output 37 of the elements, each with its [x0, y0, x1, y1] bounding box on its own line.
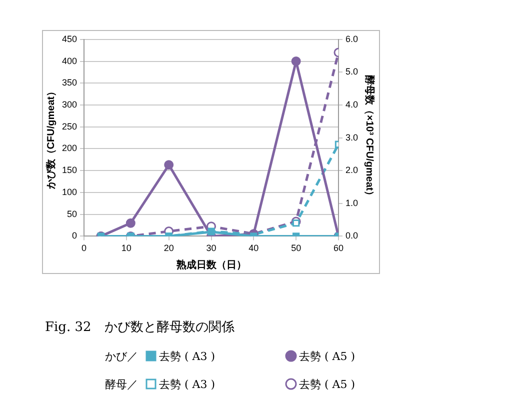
- y2-axis-title: 酵母数（×10³ CFU/gmeat）: [363, 74, 376, 201]
- point: [126, 218, 136, 228]
- legend-label: 去勢 ( A5 ): [299, 376, 356, 392]
- x-tick-label: 0: [82, 243, 87, 254]
- x-tick-label: 20: [164, 243, 174, 254]
- x-axis-title: 熟成日数（日）: [175, 258, 246, 271]
- x-tick-label: 60: [333, 243, 344, 254]
- y-tick-label: 350: [62, 78, 78, 88]
- y2-tick-label: 5.0: [345, 66, 358, 77]
- y-tick-label: 0: [72, 230, 78, 241]
- text: かび／: [105, 348, 139, 364]
- point: [291, 56, 301, 66]
- x-tick-label: 40: [248, 243, 259, 254]
- legend-label: 去勢 ( A3 ): [159, 348, 216, 364]
- x-tick-label: 30: [206, 243, 216, 254]
- y-tick-label: 450: [62, 34, 78, 44]
- y-tick-label: 150: [62, 165, 78, 176]
- y2-tick-label: 4.0: [345, 99, 358, 110]
- legend-label: 去勢 ( A3 ): [159, 376, 216, 392]
- y2-tick-label: 1.0: [345, 198, 358, 208]
- text: 酵母／: [105, 376, 139, 392]
- x-tick-label: 50: [291, 243, 302, 254]
- y-tick-label: 250: [62, 121, 78, 132]
- y-tick-label: 200: [62, 143, 78, 154]
- x-tick-label: 10: [121, 243, 132, 254]
- y2-tick-label: 3.0: [345, 132, 358, 142]
- y2-tick-label: 2.0: [345, 165, 358, 176]
- y-axis-title: かび数（CFU/gmeat）: [44, 86, 57, 190]
- y-tick-label: 300: [62, 99, 78, 110]
- y2-tick-label: 6.0: [345, 34, 358, 44]
- point: [164, 160, 174, 170]
- y-tick-label: 400: [62, 56, 78, 66]
- y-tick-label: 50: [67, 208, 78, 219]
- y-tick-label: 100: [62, 186, 78, 197]
- text: Fig. 32 かび数と酵母数の関係: [45, 319, 234, 336]
- legend-label: 去勢 ( A5 ): [299, 348, 356, 364]
- y2-tick-label: 0.0: [345, 230, 358, 241]
